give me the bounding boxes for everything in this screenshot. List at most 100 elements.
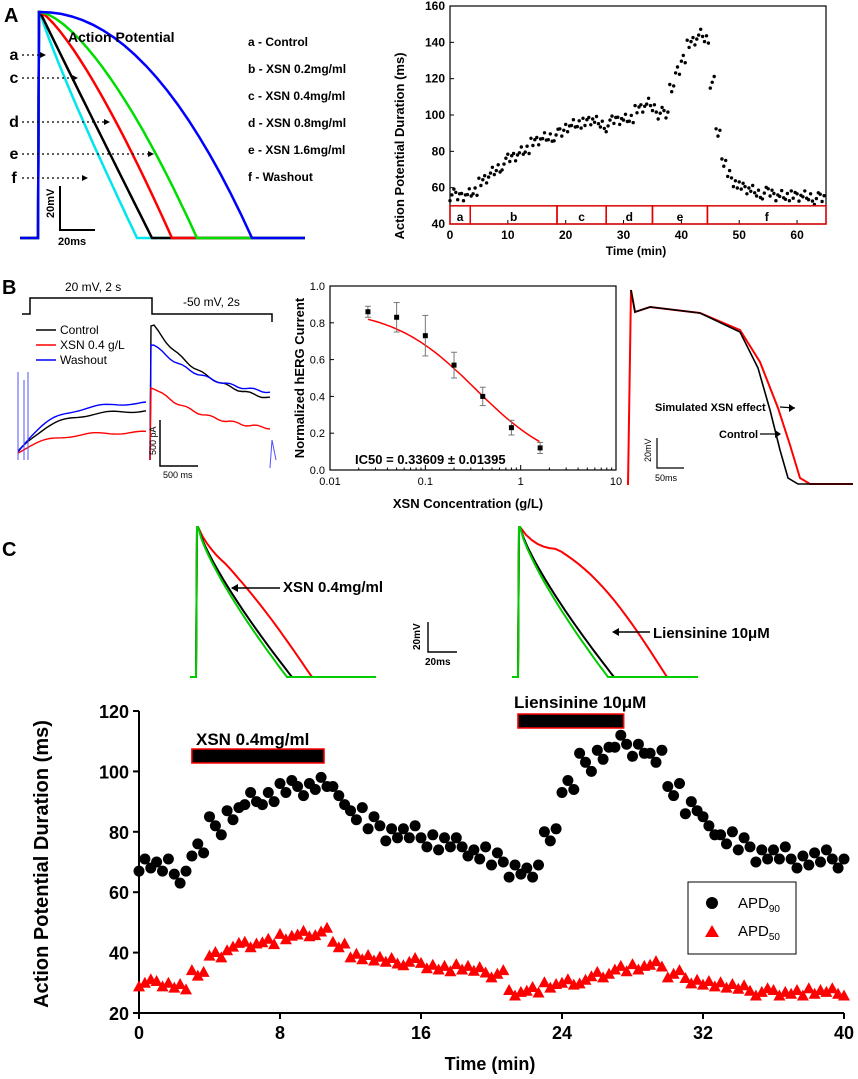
chartA-point bbox=[486, 175, 491, 179]
chartA-point bbox=[666, 110, 670, 114]
chartA-ytick-label: 80 bbox=[432, 144, 446, 158]
chartC-apd90-point bbox=[838, 853, 850, 865]
c-trace-2-liensinine bbox=[512, 526, 698, 678]
chartA-point bbox=[633, 103, 637, 108]
ap-scale-bar bbox=[59, 186, 95, 231]
chartC-apd50-point bbox=[244, 941, 257, 953]
chartA-point bbox=[596, 122, 601, 126]
chartC-apd90-point bbox=[433, 844, 445, 856]
chartC-apd90-point bbox=[480, 841, 492, 853]
c-scale-bar bbox=[427, 622, 457, 653]
chartC-apd90-point bbox=[580, 756, 591, 768]
chartA-point bbox=[506, 152, 510, 156]
herg-legend-label-2: Washout bbox=[60, 353, 108, 367]
ic50-label: IC50 = 0.33609 ± 0.01395 bbox=[355, 452, 506, 467]
chartC-apd90-point bbox=[533, 859, 544, 871]
chartA-xlabel: Time (min) bbox=[606, 244, 666, 258]
chartB-point bbox=[422, 333, 428, 339]
chartC-apd90-point bbox=[486, 859, 497, 871]
chartC-apd90-point bbox=[162, 853, 174, 865]
chartC-xtick-label: 40 bbox=[834, 1023, 854, 1043]
chartC-apd50-point bbox=[591, 965, 604, 977]
c-scale-t: 20ms bbox=[425, 657, 451, 668]
chartC-ytick-label: 100 bbox=[99, 762, 129, 782]
chartC-apd90-point bbox=[386, 823, 398, 835]
chartC-apd50-point bbox=[650, 955, 662, 967]
chartA-point bbox=[687, 45, 691, 50]
chartA-point bbox=[662, 108, 666, 113]
chartC-apd90-point bbox=[198, 847, 210, 859]
chartA-point bbox=[700, 34, 705, 39]
chartA-point bbox=[756, 188, 761, 192]
chartC-apd50-point bbox=[791, 984, 803, 995]
chartA-point bbox=[639, 103, 643, 107]
chartA-point bbox=[751, 183, 755, 188]
c-scale-v: 20mV bbox=[412, 623, 423, 650]
apd-timecourse-chart: 40 60 80 100 120 140 160 0 10 20 30 40 50 60 a b c d e f bbox=[425, 0, 827, 242]
chartA-point bbox=[475, 193, 479, 197]
ap-title: Action Potential bbox=[68, 29, 175, 45]
chartC-apd90-point bbox=[491, 847, 503, 859]
chartA-point bbox=[592, 120, 597, 125]
chartA-point bbox=[548, 132, 552, 136]
panelB-simulation: Simulated XSN effect Control 20mV 50ms bbox=[627, 289, 853, 486]
chartC-apd50-point bbox=[268, 938, 281, 950]
chartA-point bbox=[469, 194, 473, 198]
chartC-apd90-point bbox=[174, 877, 186, 889]
ap-trace-2 bbox=[20, 10, 305, 240]
chartC-apd50-point bbox=[262, 932, 275, 944]
chartA-point bbox=[820, 199, 824, 204]
chartA-point bbox=[778, 194, 782, 199]
chartA-point bbox=[508, 159, 512, 164]
c-trace-2-washout bbox=[512, 526, 698, 678]
chartA-point bbox=[589, 123, 593, 127]
chartC-apd50-point bbox=[691, 973, 704, 985]
apd-xsn-liensinine-chart: 20 40 60 80 100 120 0 8 16 24 32 40 bbox=[99, 702, 854, 1043]
chartA-point bbox=[583, 123, 587, 128]
chartA-point bbox=[477, 176, 481, 180]
herg-scale-t: 500 ms bbox=[163, 470, 193, 480]
chartA-point bbox=[743, 184, 747, 189]
chartC-apd50-point bbox=[415, 956, 427, 968]
chartC-apd90-point bbox=[298, 790, 309, 802]
chartC-apd50-point bbox=[191, 969, 204, 981]
chartC-apd50-point bbox=[227, 940, 239, 952]
chartA-point bbox=[575, 124, 579, 129]
chartA-segment-label-b: b bbox=[510, 210, 517, 224]
chartA-point bbox=[456, 198, 460, 202]
chartA-point bbox=[450, 193, 454, 197]
chartA-point bbox=[523, 150, 527, 154]
chartC-ytick-label: 60 bbox=[109, 883, 129, 903]
chartC-apd90-point bbox=[585, 765, 597, 777]
chartC-xtick-label: 8 bbox=[275, 1023, 285, 1043]
chartA-xtick-label: 0 bbox=[447, 228, 454, 242]
chartC-apd90-point bbox=[356, 802, 368, 814]
chartC-apd50-point bbox=[215, 951, 228, 963]
chartC-apd90-point bbox=[762, 853, 774, 865]
chartC-xlabel: Time (min) bbox=[445, 1054, 536, 1074]
chartA-point bbox=[739, 187, 743, 191]
chartC-apd90-point bbox=[403, 832, 415, 844]
chartA-xtick-label: 50 bbox=[733, 228, 747, 242]
chartA-segment-label-c: c bbox=[578, 210, 585, 224]
chartC-apd50-point bbox=[561, 973, 574, 985]
chartC-apd50-point bbox=[180, 983, 192, 995]
ap-trace-group bbox=[20, 10, 305, 240]
chartC-apd50-point bbox=[544, 981, 557, 993]
chartC-apd90-point bbox=[832, 862, 844, 874]
chartC-apd50-point bbox=[644, 958, 657, 970]
chartA-point bbox=[695, 37, 699, 41]
chartC-apd50-point bbox=[350, 947, 363, 959]
chartC-apd50-point bbox=[174, 978, 187, 989]
chartA-point bbox=[569, 123, 574, 128]
chartA-point bbox=[814, 196, 819, 201]
chartC-apd90-point bbox=[697, 811, 709, 823]
chartA-point bbox=[679, 59, 684, 63]
chartA-point bbox=[612, 121, 616, 126]
chartA-point bbox=[565, 130, 570, 134]
chartA-point bbox=[673, 71, 678, 75]
chartA-xtick-label: 60 bbox=[790, 228, 804, 242]
ap-legend-item-4: e - XSN 1.6mg/ml bbox=[248, 143, 345, 157]
chartA-point bbox=[801, 195, 805, 199]
herg-step1-trace-2 bbox=[17, 430, 147, 454]
